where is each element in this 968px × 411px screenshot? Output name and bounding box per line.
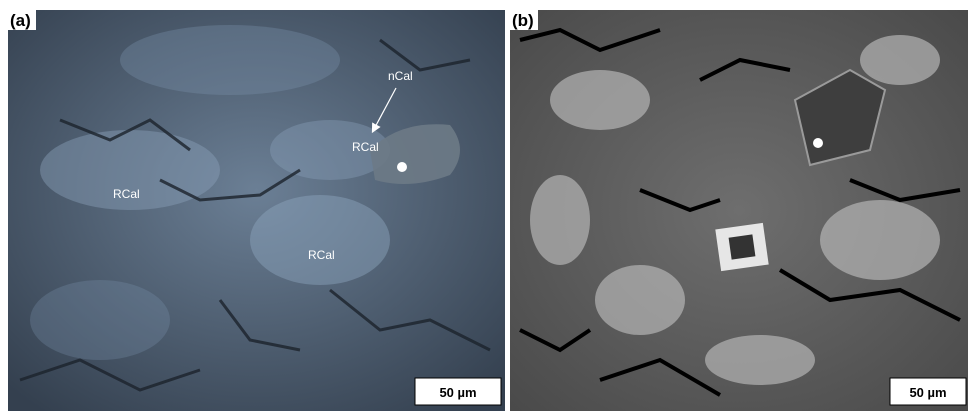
annotation: RCal [308,248,335,262]
annotation: nCal [388,69,413,83]
annotation: RCal [352,140,379,154]
scale-bar-label: 50 µm [909,385,946,400]
panel-label: (b) [512,11,534,30]
scale-bar-label: 50 µm [439,385,476,400]
figure: nCal RCal RCal RCal (a) 50 µm [0,0,968,411]
sem-image [510,10,968,411]
panel-label: (a) [10,11,31,30]
optical-image: nCal RCal RCal RCal [8,10,505,411]
annotation: RCal [113,187,140,201]
